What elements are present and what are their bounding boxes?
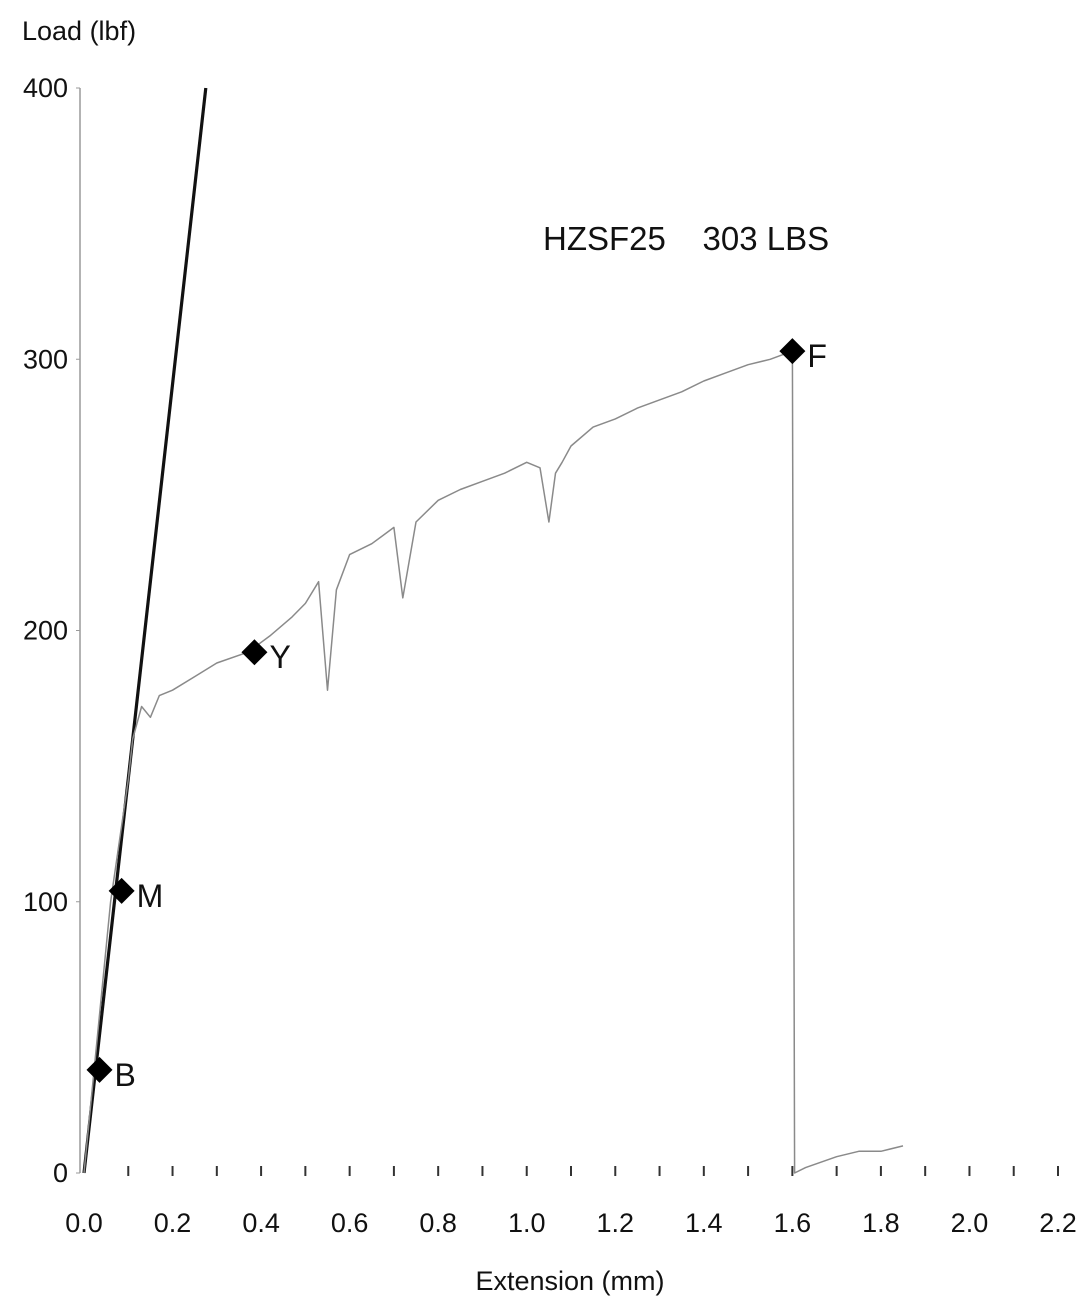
- y-tick-label-100: 100: [23, 887, 68, 917]
- x-axis-title: Extension (mm): [475, 1266, 664, 1296]
- x-tick-label-1.2: 1.2: [596, 1208, 634, 1238]
- x-tick-label-2.2: 2.2: [1039, 1208, 1077, 1238]
- marker-b: [86, 1056, 113, 1083]
- y-tick-label-200: 200: [23, 616, 68, 646]
- marker-label-m: M: [137, 878, 164, 914]
- y-tick-label-0: 0: [53, 1158, 68, 1188]
- marker-layer: B M Y F: [86, 338, 827, 1093]
- marker-y: [241, 639, 268, 666]
- x-tick-label-0.6: 0.6: [331, 1208, 369, 1238]
- x-tick-label-1.8: 1.8: [862, 1208, 900, 1238]
- axes: 0 100 200 300 400 0.0 0.2 0.4 0.6 0.8 1.0 1.2 1.4 1.6…: [23, 73, 1077, 1238]
- marker-m: [108, 877, 135, 904]
- x-tick-label-2.0: 2.0: [951, 1208, 989, 1238]
- series-line-thin: [83, 350, 904, 1174]
- marker-label-b: B: [114, 1057, 135, 1093]
- marker-f: [779, 338, 806, 365]
- x-tick-label-0.0: 0.0: [65, 1208, 103, 1238]
- marker-label-f: F: [807, 338, 827, 374]
- y-axis-title: Load (lbf): [22, 16, 136, 46]
- x-tick-label-0.8: 0.8: [419, 1208, 457, 1238]
- series-line-thick: [82, 87, 208, 1174]
- chart-annotation: HZSF25 303 LBS: [543, 220, 829, 257]
- y-tick-label-300: 300: [23, 344, 68, 374]
- x-tick-label-0.2: 0.2: [154, 1208, 192, 1238]
- series-layer: [82, 87, 904, 1174]
- x-tick-label-1.0: 1.0: [508, 1208, 546, 1238]
- x-tick-label-1.4: 1.4: [685, 1208, 723, 1238]
- marker-label-y: Y: [269, 639, 290, 675]
- x-tick-label-1.6: 1.6: [774, 1208, 812, 1238]
- x-tick-label-0.4: 0.4: [242, 1208, 280, 1238]
- y-tick-label-400: 400: [23, 73, 68, 103]
